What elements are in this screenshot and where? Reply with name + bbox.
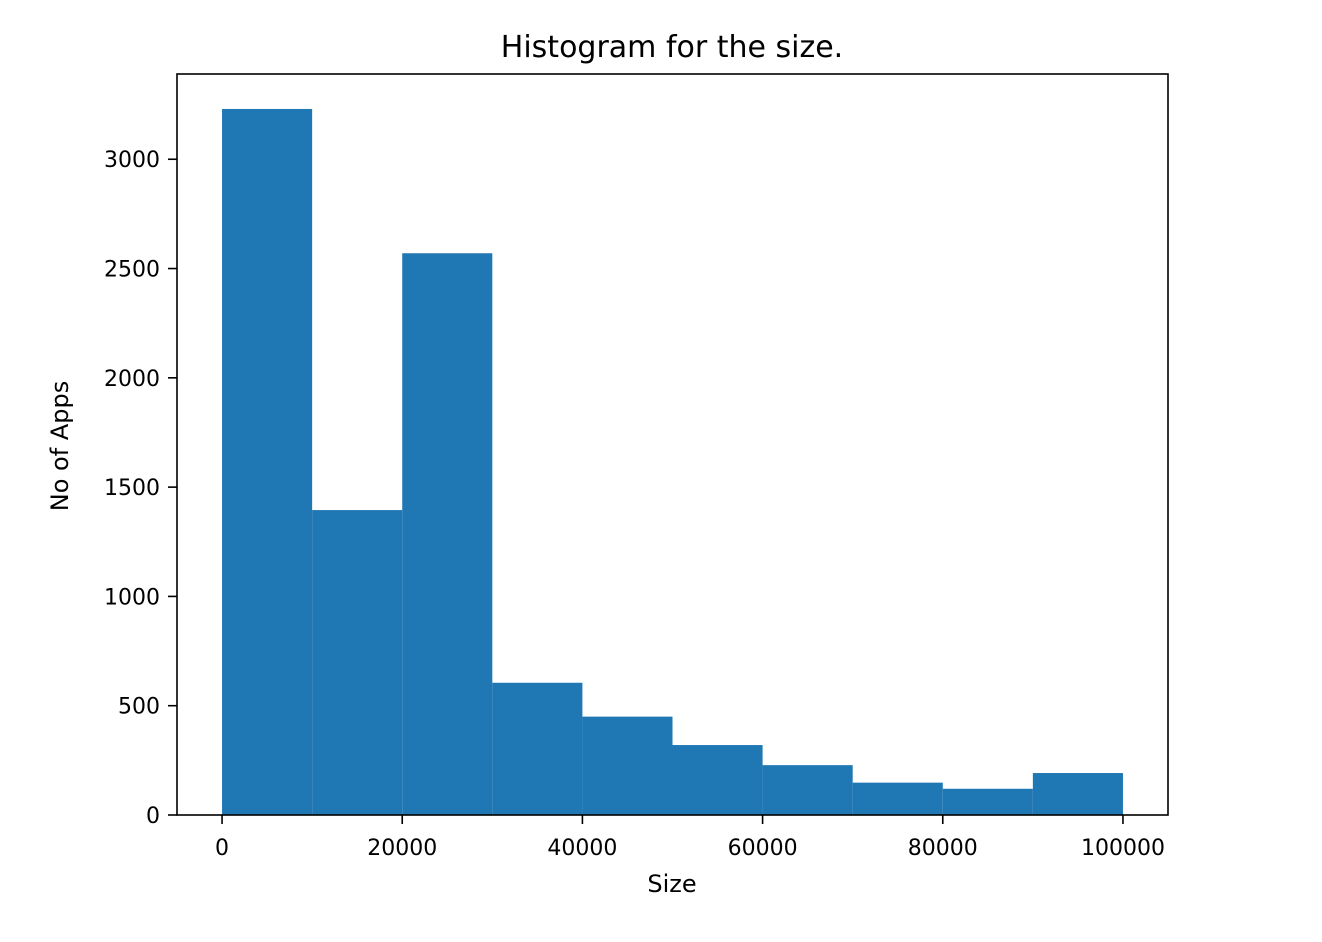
histogram-bar-6 xyxy=(762,765,853,815)
histogram-bar-0 xyxy=(222,108,313,815)
y-axis-label: No of Apps xyxy=(46,381,74,511)
plot-frame xyxy=(176,73,1169,816)
histogram-bar-1 xyxy=(312,510,403,815)
x-tick-label: 60000 xyxy=(728,836,798,861)
x-tick-label: 20000 xyxy=(367,836,437,861)
y-tick-label: 1500 xyxy=(104,476,160,501)
histogram-bar-3 xyxy=(492,682,583,815)
chart-title: Histogram for the size. xyxy=(501,30,843,65)
histogram-bar-7 xyxy=(852,782,943,815)
histogram-bar-9 xyxy=(1032,773,1123,815)
histogram-bar-8 xyxy=(942,788,1033,815)
histogram-bar-5 xyxy=(672,745,763,815)
bars-group xyxy=(222,108,1123,815)
y-tick-label: 500 xyxy=(118,695,160,720)
x-tick-label: 40000 xyxy=(547,836,617,861)
x-tick-label: 100000 xyxy=(1081,836,1165,861)
y-tick-label: 2000 xyxy=(104,367,160,392)
y-tick-label: 0 xyxy=(146,804,160,829)
histogram-bar-2 xyxy=(402,253,493,815)
x-axis-label: Size xyxy=(647,870,696,898)
x-tick-label: 0 xyxy=(215,836,229,861)
x-tick-label: 80000 xyxy=(908,836,978,861)
y-tick-label: 3000 xyxy=(104,148,160,173)
histogram-bar-4 xyxy=(582,716,673,815)
y-tick-label: 2500 xyxy=(104,258,160,283)
x-axis-ticks: 0 20000 40000 60000 80000 100000 xyxy=(215,815,1165,861)
y-axis-ticks: 0 500 1000 1500 2000 2500 3000 xyxy=(104,148,177,829)
y-tick-label: 1000 xyxy=(104,585,160,610)
